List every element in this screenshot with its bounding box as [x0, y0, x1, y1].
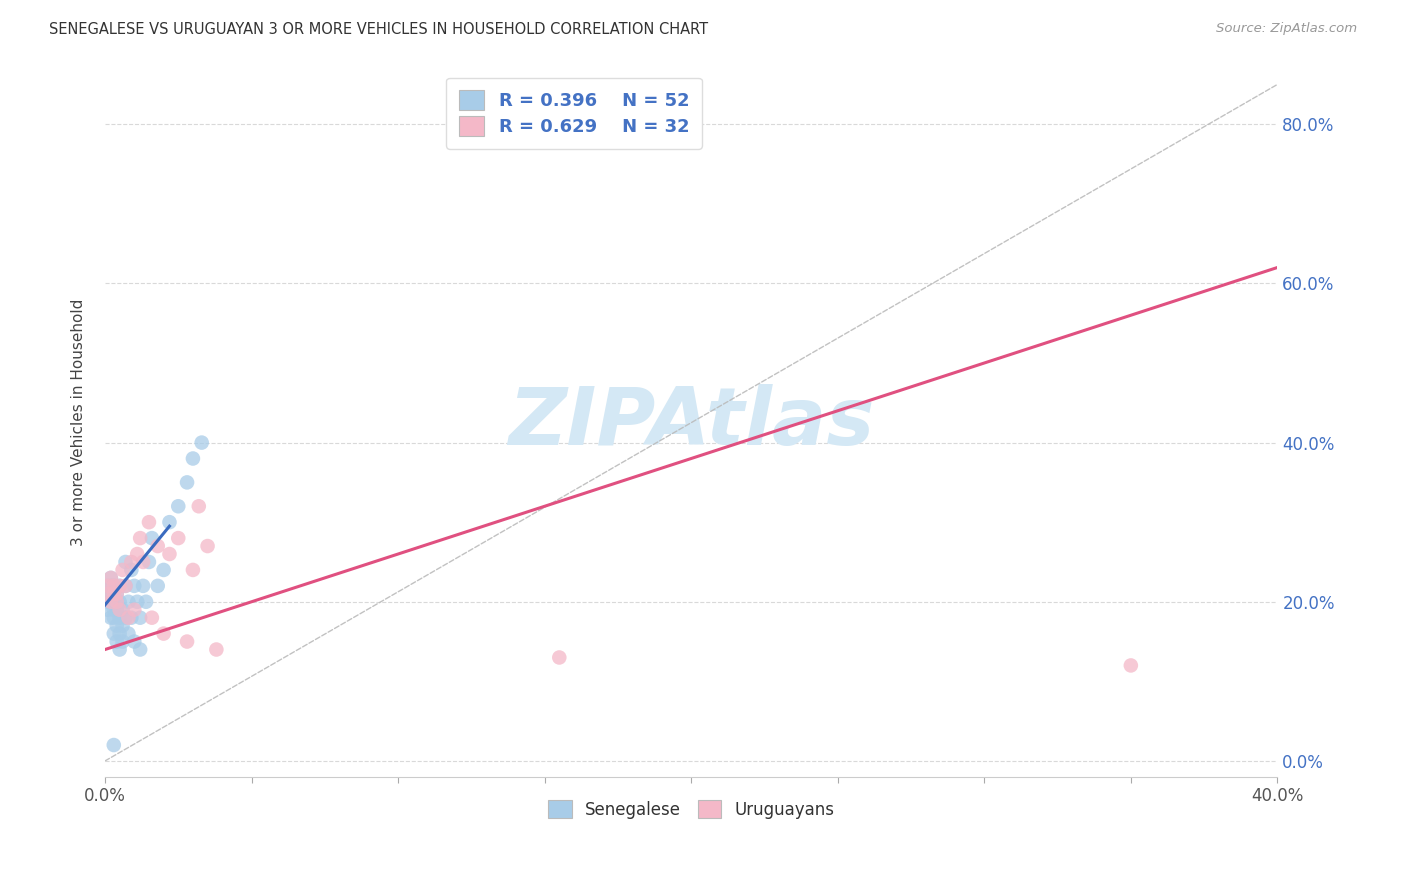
- Point: [117, 610, 139, 624]
- Point: [114, 555, 136, 569]
- Point: [141, 610, 163, 624]
- Point: [114, 579, 136, 593]
- Point: [190, 435, 212, 450]
- Point: [97, 587, 120, 601]
- Point: [138, 555, 160, 569]
- Point: [562, 117, 585, 131]
- Point: [108, 603, 131, 617]
- Point: [1119, 658, 1142, 673]
- Point: [176, 475, 198, 490]
- Point: [124, 634, 146, 648]
- Point: [100, 587, 122, 601]
- Point: [181, 451, 204, 466]
- Point: [124, 603, 146, 617]
- Point: [103, 579, 125, 593]
- Point: [105, 595, 128, 609]
- Point: [152, 626, 174, 640]
- Text: ZIPAtlas: ZIPAtlas: [508, 384, 875, 462]
- Point: [100, 595, 122, 609]
- Point: [105, 587, 128, 601]
- Point: [108, 595, 131, 609]
- Point: [129, 531, 152, 545]
- Point: [108, 579, 131, 593]
- Point: [124, 579, 146, 593]
- Point: [103, 595, 125, 609]
- Point: [152, 563, 174, 577]
- Point: [97, 579, 120, 593]
- Point: [100, 610, 122, 624]
- Point: [103, 626, 125, 640]
- Point: [138, 515, 160, 529]
- Point: [105, 618, 128, 632]
- Point: [114, 610, 136, 624]
- Point: [103, 738, 125, 752]
- Point: [100, 571, 122, 585]
- Point: [205, 642, 228, 657]
- Point: [548, 650, 571, 665]
- Point: [132, 555, 155, 569]
- Point: [105, 595, 128, 609]
- Point: [100, 579, 122, 593]
- Point: [111, 603, 134, 617]
- Y-axis label: 3 or more Vehicles in Household: 3 or more Vehicles in Household: [72, 299, 86, 547]
- Point: [176, 634, 198, 648]
- Point: [108, 642, 131, 657]
- Text: Source: ZipAtlas.com: Source: ZipAtlas.com: [1216, 22, 1357, 36]
- Legend: Senegalese, Uruguayans: Senegalese, Uruguayans: [541, 793, 841, 825]
- Point: [100, 595, 122, 609]
- Point: [105, 587, 128, 601]
- Point: [111, 618, 134, 632]
- Point: [146, 579, 169, 593]
- Text: SENEGALESE VS URUGUAYAN 3 OR MORE VEHICLES IN HOUSEHOLD CORRELATION CHART: SENEGALESE VS URUGUAYAN 3 OR MORE VEHICL…: [49, 22, 709, 37]
- Point: [114, 579, 136, 593]
- Point: [159, 515, 181, 529]
- Point: [197, 539, 219, 553]
- Point: [135, 595, 157, 609]
- Point: [103, 587, 125, 601]
- Point: [103, 579, 125, 593]
- Point: [159, 547, 181, 561]
- Point: [111, 563, 134, 577]
- Point: [103, 603, 125, 617]
- Point: [108, 626, 131, 640]
- Point: [127, 595, 149, 609]
- Point: [108, 610, 131, 624]
- Point: [120, 555, 142, 569]
- Point: [97, 603, 120, 617]
- Point: [127, 547, 149, 561]
- Point: [141, 531, 163, 545]
- Point: [181, 563, 204, 577]
- Point: [103, 610, 125, 624]
- Point: [103, 587, 125, 601]
- Point: [117, 626, 139, 640]
- Point: [97, 595, 120, 609]
- Point: [120, 563, 142, 577]
- Point: [129, 642, 152, 657]
- Point: [132, 579, 155, 593]
- Point: [129, 610, 152, 624]
- Point: [111, 634, 134, 648]
- Point: [117, 595, 139, 609]
- Point: [120, 610, 142, 624]
- Point: [97, 587, 120, 601]
- Point: [167, 531, 190, 545]
- Point: [100, 571, 122, 585]
- Point: [167, 500, 190, 514]
- Point: [105, 634, 128, 648]
- Point: [108, 579, 131, 593]
- Point: [187, 500, 209, 514]
- Point: [105, 603, 128, 617]
- Point: [97, 579, 120, 593]
- Point: [146, 539, 169, 553]
